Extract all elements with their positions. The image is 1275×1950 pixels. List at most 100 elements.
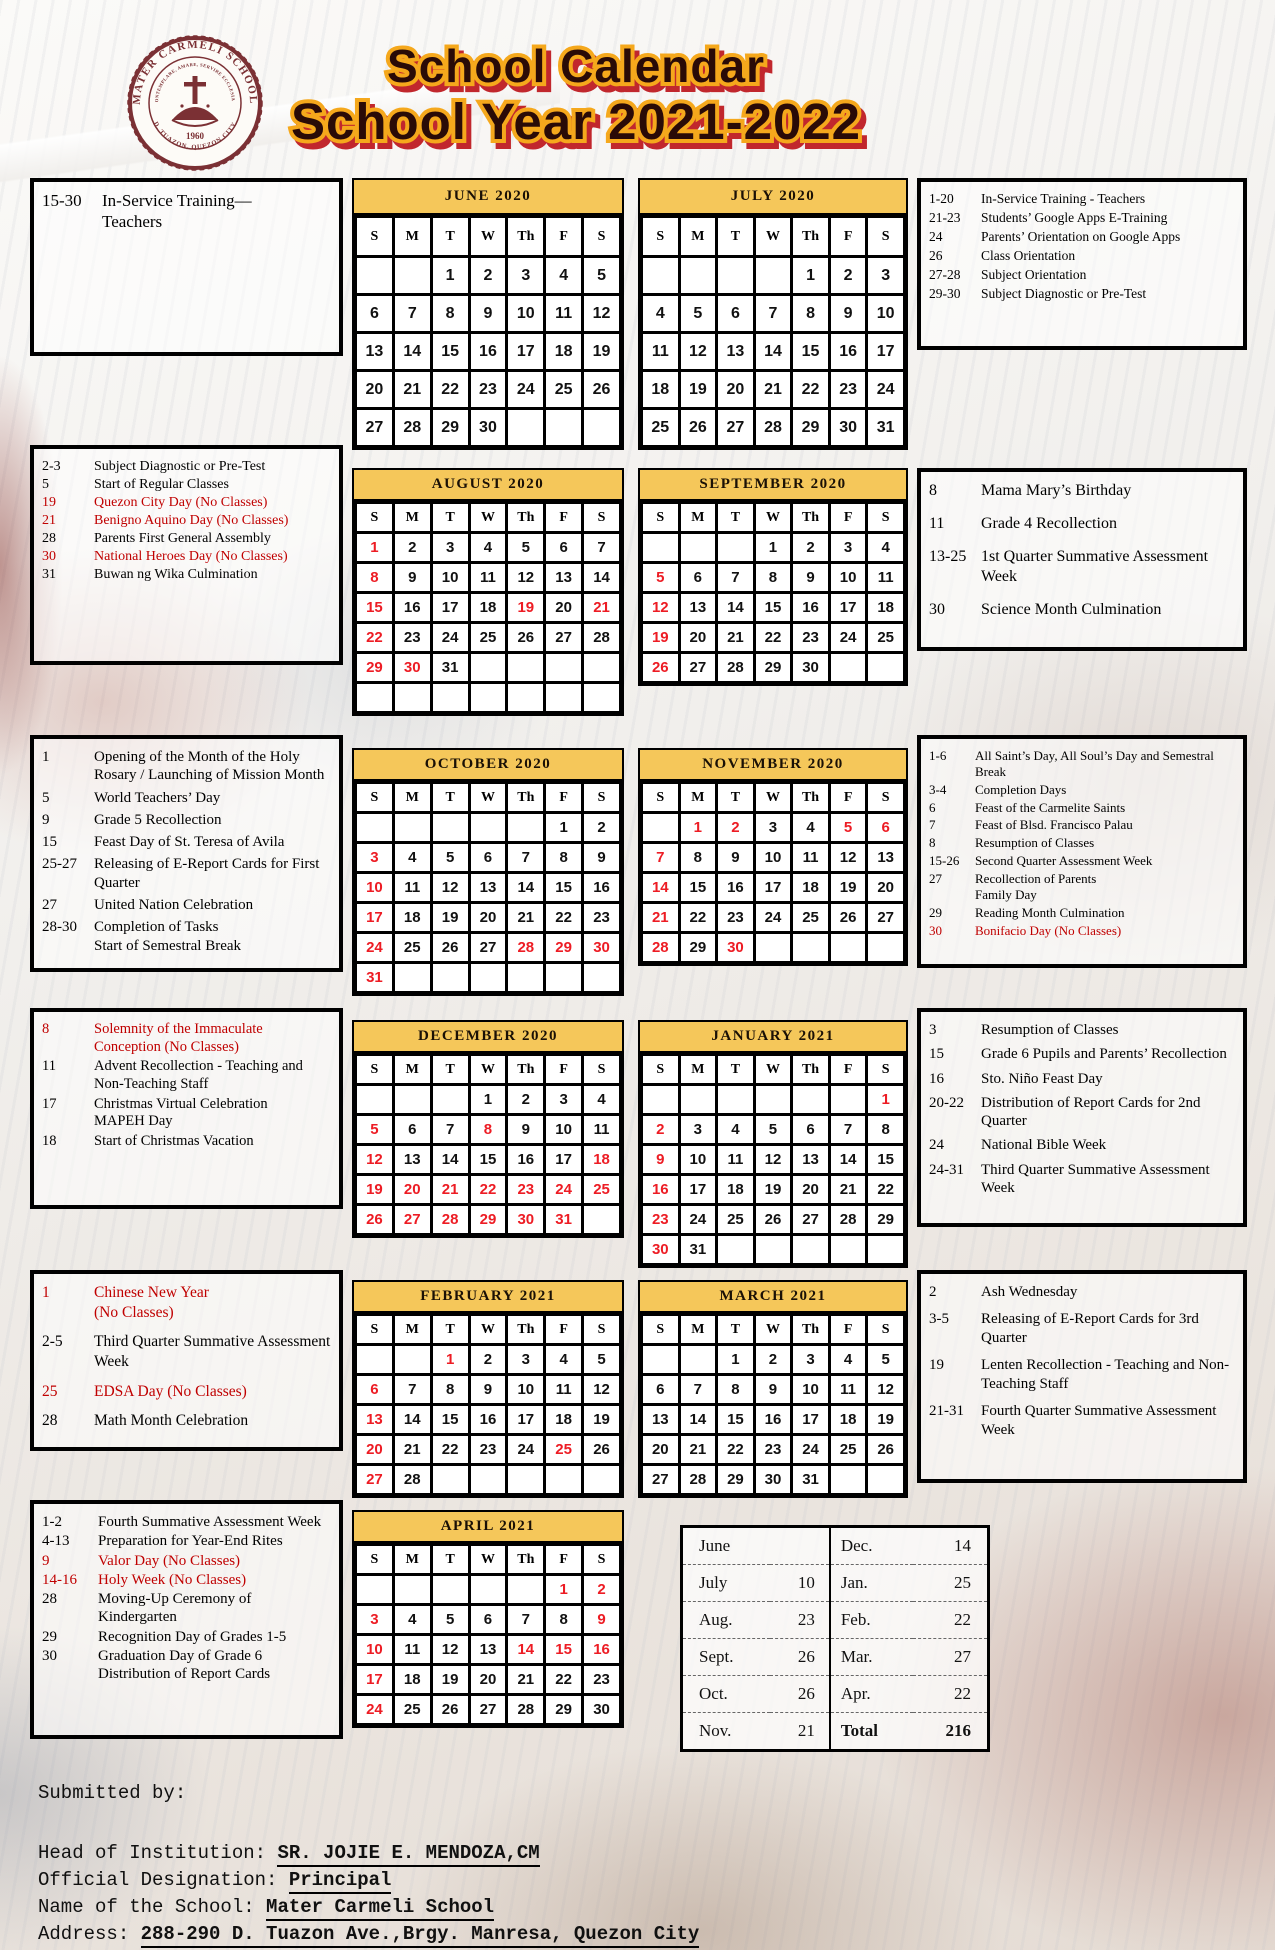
note-text: Bonifacio Day (No Classes) <box>975 922 1122 938</box>
week-row: 24 25 26 27 28 29 30 <box>354 931 622 964</box>
empty-cell <box>752 1083 794 1116</box>
date-cell: 10 <box>429 561 471 594</box>
week-row: 8 9 10 11 12 13 14 <box>354 561 622 594</box>
date-cell: 22 <box>429 369 471 410</box>
date-cell: 12 <box>677 331 719 372</box>
date-cell: 16 <box>467 1403 509 1436</box>
note-text: Grade 4 Recollection <box>981 514 1117 532</box>
week-row: 4 5 6 7 8 9 10 <box>640 293 906 334</box>
empty-cell <box>505 651 547 684</box>
note-text: Parents’ Orientation on Google Apps <box>981 228 1181 244</box>
date-cell: 2 <box>505 1083 547 1116</box>
note-entry: 28 Moving-Up Ceremony of Kindergarten <box>42 1590 331 1627</box>
date-cell: 27 <box>354 407 395 448</box>
date-cell: 17 <box>790 1403 831 1436</box>
date-cell: 19 <box>429 901 471 934</box>
date-cell: 20 <box>354 369 395 410</box>
empty-cell <box>467 681 509 714</box>
empty-cell <box>505 681 547 714</box>
note-days: 8 <box>929 482 937 499</box>
date-cell: 26 <box>505 621 547 654</box>
date-cell: 10 <box>505 1373 547 1406</box>
note-text: World Teachers’ Day <box>94 789 221 806</box>
day-header-cell: Th <box>505 1313 547 1346</box>
date-cell: 2 <box>467 255 509 296</box>
empty-cell <box>505 961 547 994</box>
note-days: 29 <box>42 1628 57 1645</box>
note-text: Grade 6 Pupils and Parents’ Recollection <box>981 1046 1227 1063</box>
date-cell: 6 <box>391 1113 433 1146</box>
date-cell: 26 <box>827 901 869 934</box>
week-row <box>354 681 622 714</box>
note-entry: 4-13 Preparation for Year-End Rites <box>42 1532 331 1550</box>
note-entry: 31 Buwan ng Wika Culmination <box>42 566 331 583</box>
date-cell: 14 <box>391 1403 433 1436</box>
week-row: 5 6 7 8 9 10 11 <box>354 1113 622 1146</box>
note-days: 14-16 <box>42 1571 77 1588</box>
summary-days-cell: 23 <box>769 1601 831 1639</box>
date-cell: 25 <box>581 1173 622 1206</box>
note-days: 27 <box>42 897 57 914</box>
day-header-cell: S <box>354 1053 395 1086</box>
date-cell: 23 <box>827 369 869 410</box>
date-cell: 30 <box>715 931 756 964</box>
note-text: Moving-Up Ceremony of Kindergarten <box>98 1591 252 1626</box>
date-cell: 6 <box>543 531 585 564</box>
empty-cell <box>543 651 585 684</box>
date-cell: 5 <box>752 1113 794 1146</box>
date-cell: 15 <box>677 871 719 904</box>
note-entry: 30 National Heroes Day (No Classes) <box>42 548 331 565</box>
date-cell: 10 <box>677 1143 719 1176</box>
day-header-row: S M T W Th F S <box>640 781 906 814</box>
date-cell: 21 <box>429 1173 471 1206</box>
note-entry: 9 Valor Day (No Classes) <box>42 1552 331 1570</box>
empty-cell <box>752 931 794 964</box>
date-cell: 23 <box>640 1203 681 1236</box>
week-row: 23 24 25 26 27 28 29 <box>640 1203 906 1236</box>
month-title: JUNE 2020 <box>354 180 622 215</box>
date-cell: 15 <box>467 1143 509 1176</box>
note-days: 25-27 <box>42 856 77 873</box>
date-cell: 5 <box>865 1343 906 1376</box>
date-cell: 11 <box>391 871 433 904</box>
note-days: 30 <box>929 601 945 619</box>
date-cell: 21 <box>505 1663 547 1696</box>
summary-month-cell: Mar. <box>829 1638 914 1676</box>
day-header-cell: F <box>543 215 585 258</box>
date-cell: 25 <box>467 621 509 654</box>
date-cell: 5 <box>581 255 622 296</box>
date-cell: 18 <box>827 1403 869 1436</box>
day-header-cell: S <box>865 781 906 814</box>
date-cell: 2 <box>581 1573 622 1606</box>
date-cell: 13 <box>354 1403 395 1436</box>
note-entry: 2-5 Third Quarter Summative Assessment We… <box>42 1332 331 1372</box>
day-header-cell: Th <box>505 501 547 534</box>
note-days: 5 <box>42 789 50 806</box>
empty-cell <box>429 681 471 714</box>
calendar-grid: S M T W Th F S 1 2 3 4 5 6 7 8 9 10 11 12 13 14 15 16 17 18 19 20 2… <box>354 1053 622 1236</box>
seal-year-text: 1960 <box>186 131 205 141</box>
calendar-grid: S M T W Th F S 1 2 3 4 5 6 7 8 9 10 11 12 13 14 15 16 17 18 19 20 2… <box>354 1543 622 1726</box>
day-header-cell: M <box>677 1053 719 1086</box>
date-cell: 4 <box>391 841 433 874</box>
day-header-row: S M T W Th F S <box>640 1313 906 1346</box>
week-row: 7 8 9 10 11 12 13 <box>640 841 906 874</box>
summary-row: June Dec. 14 <box>683 1528 987 1565</box>
date-cell: 5 <box>581 1343 622 1376</box>
note-days: 4-13 <box>42 1533 70 1550</box>
date-cell: 22 <box>543 1663 585 1696</box>
date-cell: 8 <box>715 1373 756 1406</box>
empty-cell <box>677 531 719 564</box>
school-logo: MATER CARMELI SCHOOL D. TUAZON, QUEZON C… <box>124 30 264 172</box>
day-header-cell: W <box>467 215 509 258</box>
note-text: Feast of Blsd. Francisco Palau <box>975 817 1133 833</box>
note-entry: 24 Parents’ Orientation on Google Apps <box>929 229 1235 245</box>
note-entry: 19 Quezon City Day (No Classes) <box>42 494 331 511</box>
note-entry: 18 Start of Christmas Vacation <box>42 1133 331 1151</box>
month-calendar-february: FEBRUARY 2021 S M T W Th F S 1 2 3 4 5 6 7 8 9 10 11 12 13 14… <box>352 1280 624 1498</box>
date-cell: 15 <box>543 1633 585 1666</box>
date-cell: 13 <box>640 1403 681 1436</box>
